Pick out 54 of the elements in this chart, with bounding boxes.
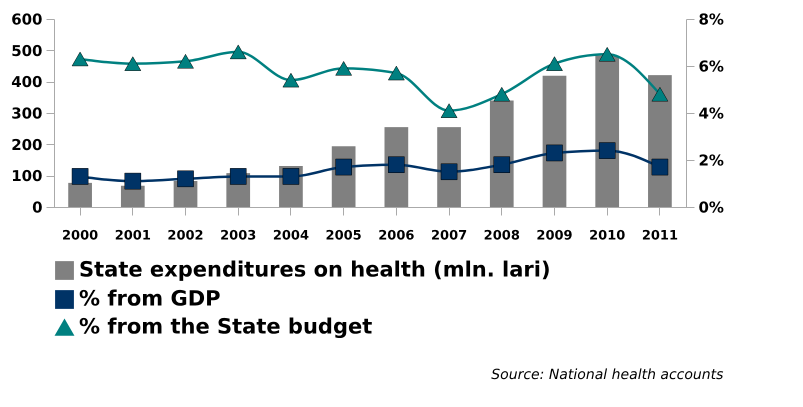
x-tick-label: 2007 <box>430 228 468 244</box>
point <box>177 54 194 69</box>
x-tick-label: 2002 <box>167 228 204 244</box>
point <box>493 156 510 174</box>
point <box>335 158 352 176</box>
point <box>652 158 668 176</box>
point <box>388 156 405 174</box>
x-tick-label: 2008 <box>484 228 520 244</box>
y-tick-label: 200 <box>11 136 42 154</box>
x-tick-label: 2009 <box>536 228 573 244</box>
point <box>72 52 88 66</box>
x-tick-label: 2011 <box>642 228 678 244</box>
y-tick-label: 400 <box>11 73 42 92</box>
point <box>388 66 405 80</box>
point <box>493 86 510 102</box>
point <box>230 44 247 60</box>
bar <box>68 182 92 207</box>
x-tick-label: 2003 <box>220 228 256 244</box>
y-tick-label: 100 <box>11 167 42 186</box>
point <box>72 168 88 185</box>
y-tick-label: 500 <box>11 42 42 60</box>
source-note: Source: National health accounts <box>491 367 724 383</box>
point <box>124 172 142 190</box>
y-tick-label: 600 <box>11 10 42 28</box>
x-tick-label: 2004 <box>272 228 310 244</box>
point <box>282 72 300 88</box>
x-tick-label: 2006 <box>378 228 414 244</box>
point <box>177 170 194 188</box>
x-tick-label: 2010 <box>589 228 626 244</box>
y2-tick-label: 4% <box>698 104 724 122</box>
y-tick-label: 0 <box>32 198 42 216</box>
point <box>598 47 616 62</box>
x-tick-label: 2005 <box>326 228 362 244</box>
x-tick-label: 2000 <box>62 228 98 244</box>
y2-tick-label: 6% <box>698 58 724 76</box>
point <box>598 142 616 159</box>
point <box>440 103 458 118</box>
legend-label: % from GDP <box>79 286 221 310</box>
legend-label: % from the State budget <box>79 314 372 338</box>
point <box>230 168 247 185</box>
y2-tick-label: 2% <box>698 152 724 170</box>
point <box>546 56 563 71</box>
legend-label: State expenditures on health (mln. lari) <box>79 258 551 282</box>
y2-tick-label: 8% <box>698 10 724 28</box>
point <box>282 168 300 185</box>
point <box>440 163 458 180</box>
x-tick-label: 2001 <box>114 228 151 244</box>
y-tick-label: 300 <box>11 104 42 122</box>
point <box>335 61 352 76</box>
point <box>124 56 142 71</box>
point <box>546 144 563 162</box>
y2-tick-label: 0% <box>698 198 724 216</box>
point <box>652 86 668 102</box>
bar <box>542 76 566 207</box>
